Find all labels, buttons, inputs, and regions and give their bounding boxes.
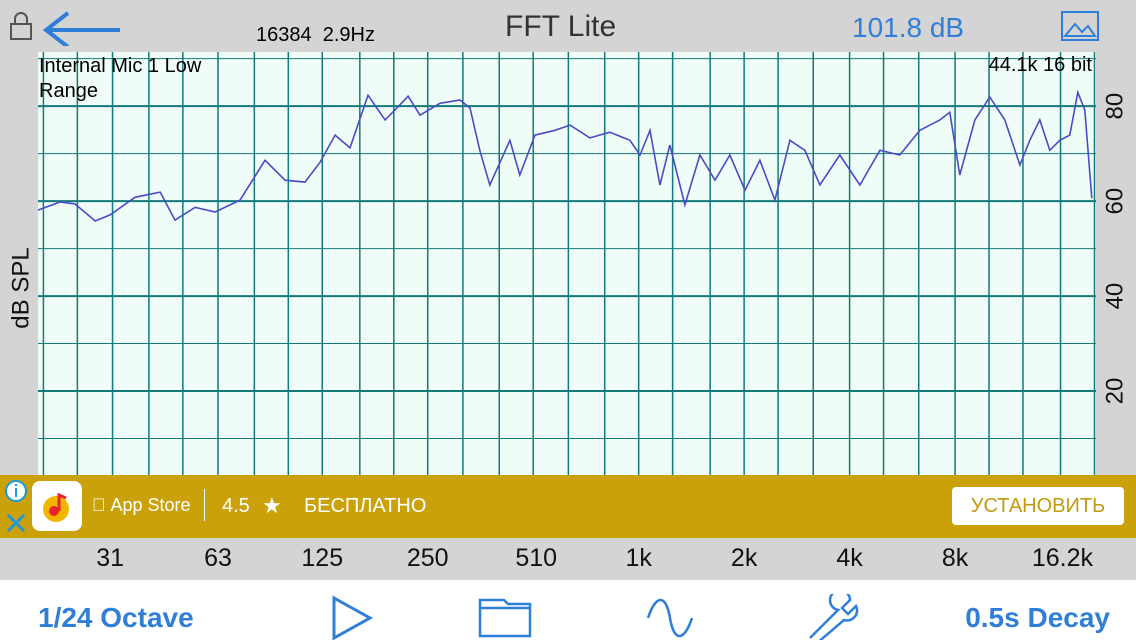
divider xyxy=(204,489,205,521)
x-tick-label: 8k xyxy=(941,544,969,572)
chart: dB SPL 20 40 60 80 xyxy=(7,52,1128,486)
sine-icon[interactable] xyxy=(646,598,694,638)
image-icon[interactable] xyxy=(1060,10,1100,42)
resolution-button[interactable]: 1/24 Octave xyxy=(38,602,194,633)
play-icon[interactable] xyxy=(332,595,374,640)
x-tick-label: 63 xyxy=(204,544,232,572)
ad-banner[interactable]:  App Store 4.5 ★ БЕСПЛАТНО УСТАНОВИТЬ xyxy=(0,475,1136,538)
toolbar: 1/24 Octave 0.5s Decay xyxy=(0,580,1136,640)
wrench-icon[interactable] xyxy=(809,594,859,640)
star: ★ xyxy=(262,493,282,518)
app-title: FFT Lite xyxy=(505,10,617,43)
y-tick-label: 20 xyxy=(1101,378,1128,405)
x-tick-label: 4k xyxy=(836,544,863,572)
annotation: 44.1k 16 bit xyxy=(988,54,1092,76)
spectrum-line xyxy=(38,89,1093,222)
level: 101.8 dB xyxy=(852,12,965,43)
ad-info-close[interactable] xyxy=(2,477,32,535)
ad-store:  App Store xyxy=(92,495,191,516)
x-tick-label: 250 xyxy=(406,544,449,572)
x-tick-label: 125 xyxy=(301,544,344,572)
decay-button[interactable]: 0.5s Decay xyxy=(965,602,1110,633)
ad-price: БЕСПЛАТНО xyxy=(304,495,427,517)
y-tick-label: 40 xyxy=(1101,283,1128,310)
install-button[interactable]: УСТАНОВИТЬ xyxy=(952,487,1124,525)
y-tick-label: 80 xyxy=(1101,93,1128,120)
x-tick-label: 510 xyxy=(515,544,558,572)
ad-store-name: App Store xyxy=(92,495,191,515)
folder-icon[interactable] xyxy=(478,598,532,638)
y-axis-label: dB SPL xyxy=(7,247,34,328)
x-tick-label: 2k xyxy=(730,544,758,572)
toolbar-icons xyxy=(332,594,859,640)
ad-app-icon[interactable] xyxy=(32,481,82,531)
lock-back-icons[interactable] xyxy=(8,10,128,46)
x-axis: 31 63 125 250 510 1k 2k 4k 8k 16.2k xyxy=(0,538,1136,580)
x-tick-label: 31 xyxy=(96,544,124,572)
ad-rating: 4.5 xyxy=(222,495,250,517)
sample-info: 16384 2.9Hz xyxy=(256,24,375,46)
y-tick-label: 60 xyxy=(1101,188,1128,215)
top-bar: 16384 2.9Hz FFT Lite 101.8 dB xyxy=(0,0,1136,52)
plot-area xyxy=(38,52,1096,486)
x-tick-label: 16.2k xyxy=(1031,544,1093,572)
annotation: Internal Mic 1 Low Range xyxy=(39,55,202,102)
x-tick-label: 1k xyxy=(625,544,652,572)
